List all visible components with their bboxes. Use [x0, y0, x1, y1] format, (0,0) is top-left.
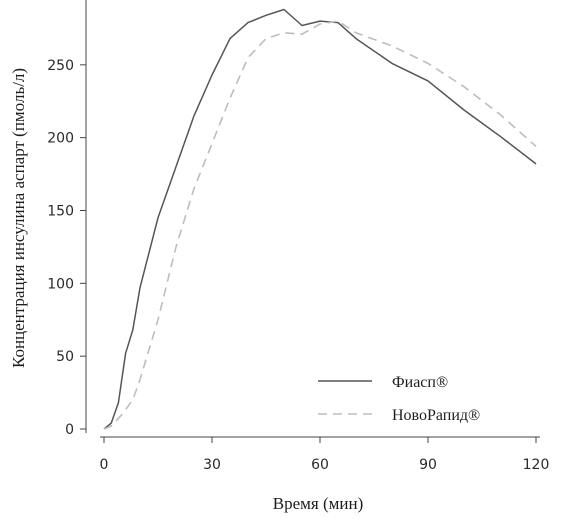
y-tick-label: 200 — [47, 131, 74, 147]
x-tick-label: 60 — [311, 457, 329, 473]
legend: Фиасп® НовоРапид® — [318, 374, 480, 424]
x-tick-label: 90 — [419, 457, 437, 473]
x-axis: 0 30 60 90 120 — [100, 437, 550, 473]
y-tick-label: 150 — [47, 204, 74, 220]
legend-label: НовоРапид® — [392, 407, 480, 424]
y-tick-label: 250 — [47, 58, 74, 74]
y-tick-label: 100 — [47, 276, 74, 292]
x-tick-label: 0 — [100, 457, 109, 473]
y-axis: 0 50 100 150 200 250 300 — [47, 0, 86, 438]
y-tick-label: 50 — [56, 349, 74, 365]
y-axis-title: Концентрация инсулина аспарт (пмоль/л) — [9, 68, 28, 368]
series-line-novorapid — [103, 20, 537, 430]
x-tick-label: 120 — [523, 457, 550, 473]
series-line-fiasp — [103, 8, 537, 430]
y-tick-label: 300 — [47, 0, 74, 1]
y-tick-label: 0 — [65, 422, 74, 438]
x-axis-title: Время (мин) — [273, 494, 364, 513]
series-layer — [103, 8, 537, 430]
legend-label: Фиасп® — [392, 374, 448, 391]
x-tick-label: 30 — [203, 457, 221, 473]
